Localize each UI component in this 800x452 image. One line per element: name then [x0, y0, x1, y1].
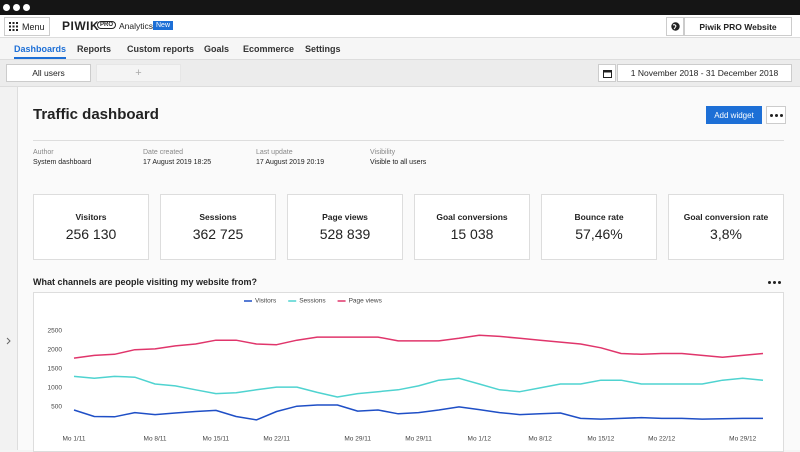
series-line	[73, 334, 764, 359]
dashboard-tab-label: All users	[32, 68, 65, 78]
kpi-value: 528 839	[319, 226, 371, 242]
kpi-value: 15 038	[450, 226, 494, 242]
y-tick-label: 1500	[48, 365, 63, 372]
y-tick-label: 500	[51, 404, 62, 411]
meta-item: Last update 17 August 2019 20:19	[256, 149, 324, 166]
meta-value: Visible to all users	[370, 159, 427, 166]
add-tab[interactable]: +	[96, 64, 181, 82]
nav-tab[interactable]: Ecommerce	[243, 44, 295, 54]
kpi-label: Goal conversions	[436, 212, 508, 222]
legend-label: Visitors	[255, 298, 277, 305]
kpi-value: 57,46%	[575, 226, 623, 242]
meta-label: Author	[33, 149, 54, 156]
x-tick-label: Mo 15/11	[203, 436, 230, 443]
meta-label: Last update	[256, 149, 293, 156]
kpi-label: Goal conversion rate	[683, 212, 769, 222]
header: Menu PIWIK PRO Analytics New Piwik PRO W…	[0, 15, 800, 38]
nav-bar: Dashboards Reports Custom reports Goals Ecom…	[0, 38, 800, 60]
y-tick-label: 1000	[48, 385, 63, 392]
legend-label: Page views	[349, 298, 383, 305]
legend-label: Sessions	[299, 298, 326, 305]
toolbar: All users + 1 November 2018 - 31 Decembe…	[0, 60, 800, 87]
chart: 500 1000 1500 2000 2500 Mo 1/11 Mo 8/11 Mo 15/1…	[33, 292, 784, 452]
website-selector[interactable]: Piwik PRO Website	[684, 17, 792, 36]
widget-title: What channels are people visiting my web…	[33, 277, 258, 287]
calendar-button[interactable]	[598, 64, 616, 82]
menu-button[interactable]: Menu	[4, 17, 50, 36]
kpi-card: Goal conversions 15 038	[414, 194, 530, 260]
meta-label: Visibility	[370, 149, 396, 156]
x-tick-label: Mo 29/11	[405, 436, 432, 443]
globe-icon	[670, 22, 680, 31]
globe-button[interactable]	[666, 17, 684, 36]
x-tick-label: Mo 29/11	[344, 436, 371, 443]
date-range-label: 1 November 2018 - 31 December 2018	[630, 68, 779, 78]
meta-item: Date created 17 August 2019 18:25	[143, 149, 211, 166]
y-tick-label: 2000	[48, 346, 63, 353]
nav-tab[interactable]: Goals	[204, 44, 230, 54]
kpi-card: Bounce rate 57,46%	[541, 194, 657, 260]
expand-icon[interactable]	[6, 337, 12, 345]
logo-badge: PRO	[97, 21, 117, 29]
sidebar	[0, 87, 18, 450]
divider	[33, 140, 784, 141]
x-tick-label: Mo 15/12	[587, 436, 614, 443]
meta-value: System dashboard	[33, 159, 92, 166]
meta-item: Author System dashboard	[33, 149, 91, 166]
meta-value: 17 August 2019 18:25	[143, 159, 212, 166]
series-line	[73, 375, 764, 398]
kpi-label: Visitors	[75, 212, 107, 222]
x-tick-label: Mo 8/11	[144, 436, 167, 443]
window-bar	[0, 0, 800, 15]
meta-value: 17 August 2019 20:19	[256, 159, 325, 166]
window-dot	[23, 4, 30, 11]
kpi-card: Sessions 362 725	[160, 194, 276, 260]
calendar-icon	[602, 69, 612, 78]
x-tick-label: Mo 8/12	[528, 436, 552, 443]
widget-more-button[interactable]	[766, 277, 782, 287]
add-widget-button[interactable]: Add widget	[706, 106, 762, 124]
x-tick-label: Mo 1/12	[468, 436, 492, 443]
x-tick-label: Mo 22/12	[648, 436, 675, 443]
new-badge: New	[153, 21, 174, 30]
add-widget-label: Add widget	[714, 110, 754, 120]
more-button[interactable]	[766, 106, 786, 124]
x-tick-label: Mo 22/11	[263, 436, 290, 443]
window-dot	[3, 4, 10, 11]
x-tick-label: Mo 29/12	[729, 436, 756, 443]
kpi-card: Goal conversion rate 3,8%	[668, 194, 784, 260]
date-range[interactable]: 1 November 2018 - 31 December 2018	[617, 64, 792, 82]
y-tick-label: 2500	[48, 327, 63, 334]
nav-tab[interactable]: Dashboards	[14, 44, 67, 59]
product-name: Analytics	[119, 21, 154, 31]
dashboard: Traffic dashboard Add widget What channe…	[18, 87, 800, 452]
menu-label: Menu	[22, 21, 45, 32]
series-line	[73, 404, 763, 421]
kpi-card: Page views 528 839	[287, 194, 403, 260]
window-dot	[13, 4, 20, 11]
nav-tab[interactable]: Settings	[305, 44, 341, 54]
kpi-value: 256 130	[65, 226, 117, 242]
meta-item: Visibility Visible to all users	[370, 149, 426, 166]
add-tab-label: +	[135, 67, 142, 79]
kpi-label: Bounce rate	[574, 212, 624, 222]
menu-icon	[9, 22, 18, 31]
nav-tab[interactable]: Custom reports	[127, 44, 195, 54]
x-tick-label: Mo 1/11	[62, 436, 85, 443]
kpi-card: Visitors 256 130	[33, 194, 149, 260]
kpi-label: Page views	[322, 212, 368, 222]
nav-tab[interactable]: Reports	[77, 44, 112, 54]
kpi-label: Sessions	[199, 212, 237, 222]
website-name: Piwik PRO Website	[699, 21, 777, 32]
meta-label: Date created	[143, 149, 184, 156]
logo: PIWIK	[62, 19, 100, 33]
kpi-value: 362 725	[192, 226, 244, 242]
dashboard-title: Traffic dashboard	[33, 106, 159, 123]
dashboard-tab[interactable]: All users	[6, 64, 91, 82]
kpi-value: 3,8%	[710, 226, 742, 242]
